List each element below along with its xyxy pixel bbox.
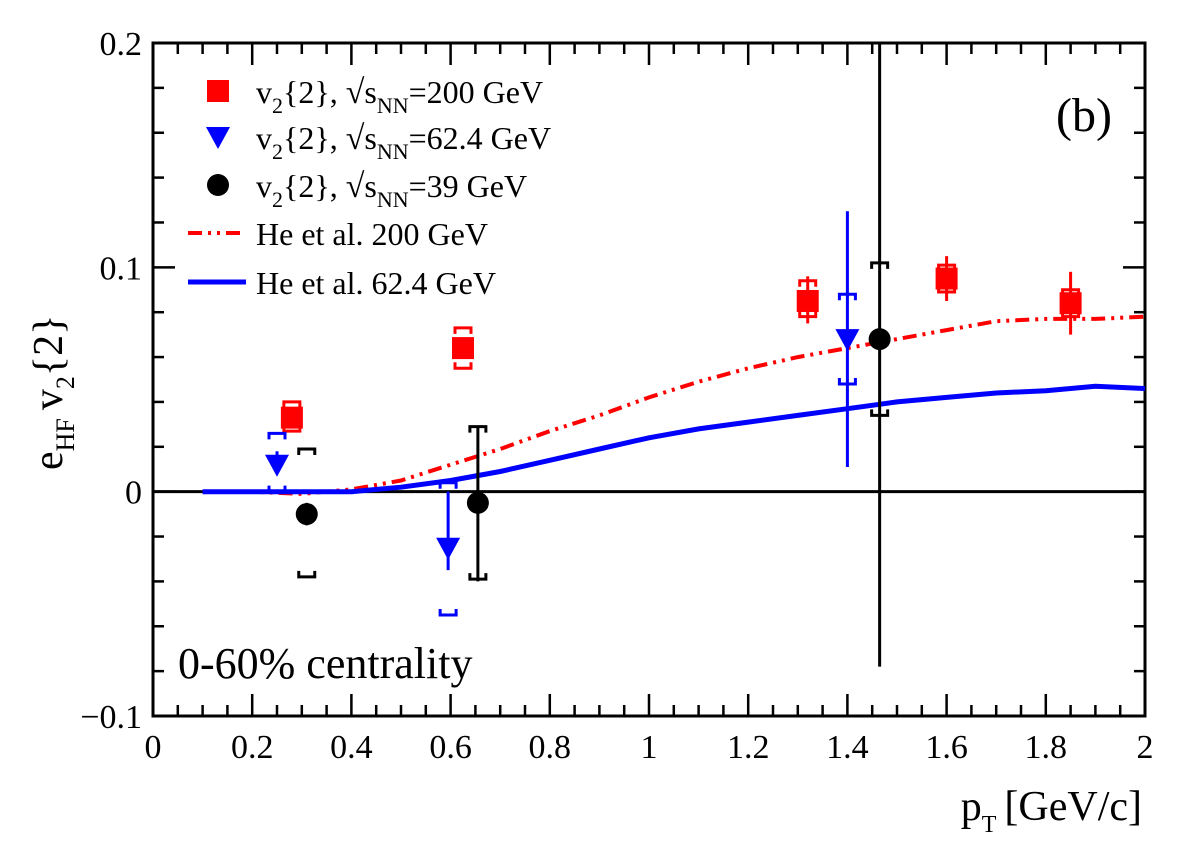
theory-curve [202,383,1146,495]
sys-error-bracket [438,481,458,617]
theory-curve [202,314,1146,496]
y-tick-label: 0 [125,475,142,512]
x-axis-label: pT [GeV/c] [961,784,1142,838]
legend-label: He et al. 62.4 GeV [256,265,496,301]
sys-error-bracket [267,431,287,494]
data-point [265,454,289,477]
x-tick-label: 0.2 [231,729,274,766]
data-point [796,289,819,312]
y-tick-label: 0.2 [100,26,143,63]
x-tick-label: 0.6 [429,729,472,766]
data-point [280,406,303,429]
x-tick-label: 2 [1137,729,1154,766]
legend-label: v2{2}, √sNN=62.4 GeV [256,120,551,164]
x-tick-label: 1.4 [826,729,869,766]
y-axis-label: eHFv2{2} [26,315,80,470]
legend-label: He et al. 200 GeV [256,216,488,252]
sys-error-bracket [453,326,473,370]
legend-label: v2{2}, √sNN=39 GeV [256,168,527,212]
legend-marker [207,174,229,196]
data-point [835,329,860,352]
x-tick-label: 0 [145,729,162,766]
data-point [452,337,474,360]
panel-label: (b) [1056,89,1112,142]
legend-marker [207,80,229,102]
data-point [466,491,489,514]
x-tick-label: 0.4 [330,729,373,766]
y-tick-label: 0.1 [100,250,143,287]
data-point [868,328,891,351]
plot-area: 0 0.2 0.4 0.6 0.8 1 1.2 1.4 1.6 1.8 20.20.10−0.1 [80,26,1153,766]
data-point [935,267,958,290]
legend-label: v2{2}, √sNN=200 GeV [256,74,543,118]
data-point [295,503,318,526]
data-point [436,537,461,560]
sys-error-bracket [297,447,317,579]
data-point [1059,292,1082,315]
centrality-annotation: 0-60% centrality [178,639,472,688]
legend-marker [206,127,230,149]
y-tick-label: −0.1 [80,699,142,736]
x-tick-label: 1.8 [1025,729,1068,766]
x-tick-label: 1 [641,729,658,766]
x-tick-label: 0.8 [529,729,572,766]
x-tick-label: 1.6 [925,729,968,766]
x-tick-label: 1.2 [727,729,770,766]
